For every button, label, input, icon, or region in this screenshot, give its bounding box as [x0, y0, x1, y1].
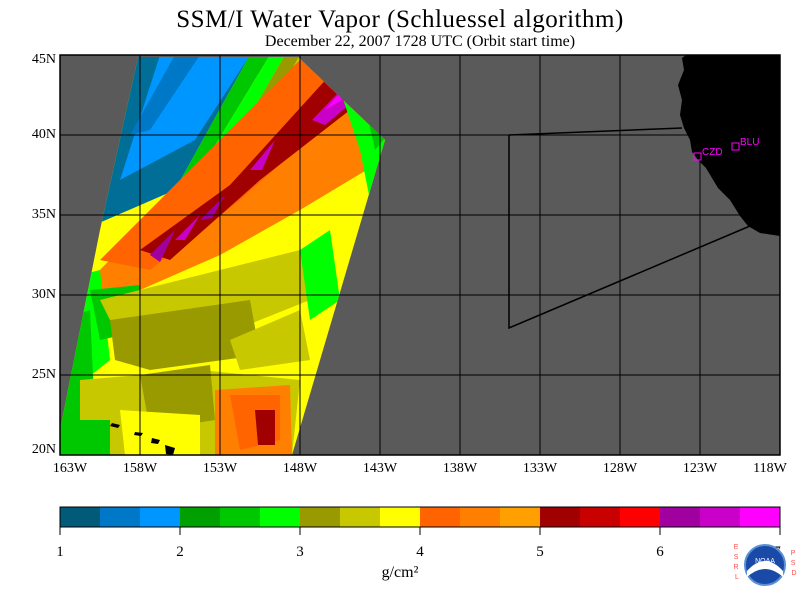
logo-letter: D: [791, 570, 796, 577]
color-bar-swatch: [60, 507, 101, 527]
colorbar-tick-label: 6: [656, 544, 664, 560]
logo-letter: L: [735, 574, 739, 581]
lat-label: 35N: [31, 207, 56, 222]
color-bar-swatch: [660, 507, 701, 527]
svg-text:P S D: P S D: [791, 550, 798, 577]
lon-label: 143W: [362, 461, 398, 476]
lat-label: 30N: [31, 287, 56, 302]
colorbar-tick-label: 3: [296, 544, 304, 560]
color-bar-swatch: [340, 507, 381, 527]
lat-label: 40N: [31, 127, 56, 142]
lat-label: 20N: [31, 442, 56, 457]
flight-domain-outline: [508, 127, 751, 330]
logo-letter: S: [791, 560, 796, 567]
logo-letter: P: [791, 550, 796, 557]
lon-label: 123W: [682, 461, 718, 476]
color-bar-swatch: [220, 507, 261, 527]
color-bar-swatch: [740, 507, 781, 527]
lat-label: 25N: [31, 367, 56, 382]
color-bar-swatch: [620, 507, 661, 527]
logo-letter: R: [733, 564, 738, 571]
station-marker-czd: [693, 152, 702, 161]
colorbar-unit: g/cm²: [381, 564, 419, 581]
color-bar-swatch: [100, 507, 141, 527]
noaa-logo: NOAA E S R L P S D: [733, 544, 798, 586]
color-bar-swatch: [580, 507, 621, 527]
map-subtitle: December 22, 2007 1728 UTC (Orbit start …: [264, 33, 576, 50]
colorbar-tick-label: 4: [416, 544, 424, 560]
lon-label: 148W: [282, 461, 318, 476]
lon-label: 163W: [52, 461, 88, 476]
graticule: [60, 55, 780, 455]
map-frame: [59, 54, 781, 456]
lon-label: 133W: [522, 461, 558, 476]
station-marker-blu: [731, 142, 740, 151]
color-bar-swatch: [260, 507, 301, 527]
lat-label: 45N: [31, 52, 56, 67]
color-bar-ticks: [59, 527, 781, 535]
color-bar-swatch: [180, 507, 221, 527]
color-bar-swatch: [300, 507, 341, 527]
color-bar-swatch: [460, 507, 501, 527]
lon-label: 153W: [202, 461, 238, 476]
colorbar-tick-label: 1: [56, 544, 64, 560]
color-bar-swatch: [140, 507, 181, 527]
color-bar: [60, 507, 781, 527]
station-label-blu: BLU: [740, 137, 760, 148]
colorbar-tick-label: 2: [176, 544, 184, 560]
colorbar-tick-label: 5: [536, 544, 544, 560]
logo-letter: S: [734, 554, 739, 561]
logo-badge: NOAA: [755, 558, 775, 565]
lon-label: 128W: [602, 461, 638, 476]
color-bar-swatch: [500, 507, 541, 527]
logo-letter: E: [734, 544, 739, 551]
map-title: SSM/I Water Vapor (Schluessel algorithm): [176, 6, 624, 33]
svg-text:E S R L: E S R L: [733, 544, 740, 581]
hawaii-islands: [110, 423, 120, 428]
color-bar-swatch: [420, 507, 461, 527]
color-bar-swatch: [540, 507, 581, 527]
land-west-coast: [678, 55, 780, 236]
lon-label: 138W: [442, 461, 478, 476]
lon-label: 158W: [122, 461, 158, 476]
color-bar-swatch: [380, 507, 421, 527]
station-label-czd: CZD: [702, 147, 723, 158]
color-bar-swatch: [700, 507, 741, 527]
lon-label: 118W: [753, 461, 787, 476]
